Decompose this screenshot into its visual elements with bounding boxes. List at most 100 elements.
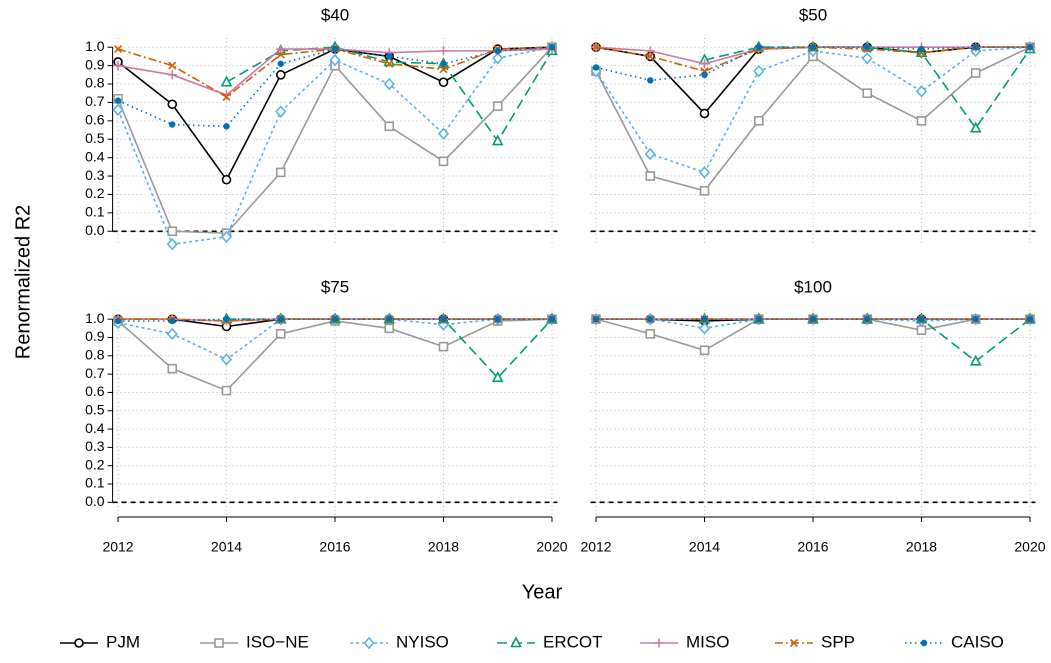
marker [384, 121, 395, 132]
marker [645, 329, 656, 339]
y-tick-label: 0.6 [85, 112, 105, 128]
marker [969, 121, 982, 133]
marker [383, 77, 395, 91]
marker [1026, 315, 1034, 323]
marker [699, 185, 710, 196]
x-tick-label: 2012 [102, 539, 133, 555]
y-axis-title: Renormalized R2 [12, 205, 34, 360]
x-tick-label: 2018 [906, 539, 937, 555]
marker [167, 99, 178, 110]
marker [548, 44, 556, 51]
marker [645, 171, 656, 181]
y-tick-label: 0.0 [85, 222, 105, 238]
x-tick-label: 2020 [1014, 539, 1045, 555]
y-tick-label: 0.9 [85, 328, 105, 344]
marker [276, 50, 285, 59]
marker [970, 68, 981, 78]
y-tick-label: 0.3 [85, 167, 105, 183]
y-tick-label: 0.1 [85, 204, 105, 220]
marker [809, 44, 817, 51]
legend-label: ISO−NE [246, 632, 309, 651]
marker [169, 317, 176, 325]
marker [275, 105, 287, 118]
marker [654, 638, 664, 648]
marker [864, 315, 871, 323]
marker [492, 101, 503, 111]
marker [438, 156, 449, 167]
marker [491, 371, 504, 383]
marker [384, 323, 395, 334]
marker [329, 53, 341, 67]
marker [223, 123, 230, 130]
marker [275, 167, 286, 178]
marker [221, 385, 232, 396]
marker [699, 345, 710, 356]
marker [861, 52, 873, 65]
marker [167, 226, 178, 237]
marker [862, 88, 873, 99]
marker [918, 315, 925, 323]
marker [222, 92, 231, 101]
y-tick-label: 0.9 [85, 56, 105, 72]
marker [169, 121, 176, 128]
marker [592, 315, 600, 323]
marker [755, 315, 762, 323]
y-tick-label: 0.7 [85, 365, 105, 381]
y-tick-label: 0.2 [85, 185, 105, 201]
marker [385, 59, 394, 68]
marker [438, 341, 449, 352]
marker [591, 43, 601, 52]
y-tick-label: 0.2 [85, 456, 105, 472]
marker [809, 315, 817, 323]
x-tick-label: 2020 [536, 539, 567, 555]
marker [969, 354, 982, 366]
marker [592, 64, 600, 71]
marker [440, 315, 447, 323]
marker [74, 638, 84, 648]
series-line [704, 318, 1031, 363]
marker [166, 327, 178, 341]
marker [166, 237, 178, 251]
legend-label: MISO [686, 632, 729, 651]
y-tick-label: 0.1 [85, 475, 105, 491]
marker [114, 97, 122, 104]
marker [647, 315, 654, 323]
panel-title: $75 [321, 277, 349, 296]
y-tick-label: 0.4 [85, 148, 105, 164]
panel-title: $100 [794, 277, 832, 296]
x-axis-title: Year [522, 581, 563, 603]
marker [275, 329, 286, 339]
y-tick-label: 0.8 [85, 75, 105, 91]
marker [167, 363, 178, 374]
marker [331, 315, 339, 323]
panel-title: $40 [321, 5, 349, 24]
marker [363, 636, 375, 650]
marker [789, 638, 799, 648]
marker [700, 59, 710, 69]
marker [492, 52, 504, 65]
marker [277, 315, 284, 323]
marker [755, 44, 762, 51]
legend-label: CAISO [951, 632, 1004, 651]
marker [214, 638, 224, 648]
marker [438, 46, 448, 56]
x-tick-label: 2012 [580, 539, 611, 555]
legend-label: NYISO [396, 632, 449, 651]
x-tick-label: 2014 [689, 539, 720, 555]
marker [491, 134, 504, 146]
marker [644, 147, 656, 161]
marker [168, 61, 177, 70]
marker [510, 636, 522, 648]
marker [220, 230, 233, 243]
y-tick-label: 0.6 [85, 383, 105, 399]
marker [645, 46, 655, 56]
series-line [595, 46, 1031, 174]
legend-label: ERCOT [543, 632, 603, 651]
x-tick-label: 2016 [319, 539, 350, 555]
marker [698, 322, 711, 335]
marker [221, 174, 232, 185]
x-tick-label: 2018 [428, 539, 459, 555]
marker [440, 60, 447, 67]
marker [698, 166, 711, 179]
